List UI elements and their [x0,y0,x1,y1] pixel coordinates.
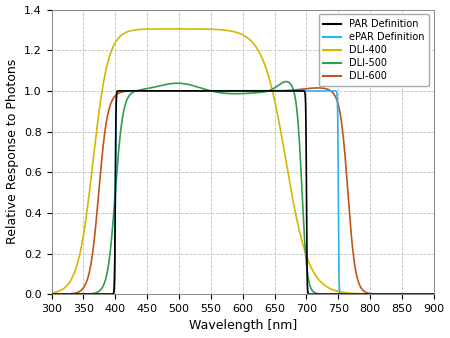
Y-axis label: Relative Response to Photons: Relative Response to Photons [5,59,18,244]
X-axis label: Wavelength [nm]: Wavelength [nm] [189,319,297,333]
Legend: PAR Definition, ePAR Definition, DLI-400, DLI-500, DLI-600: PAR Definition, ePAR Definition, DLI-400… [319,15,429,86]
